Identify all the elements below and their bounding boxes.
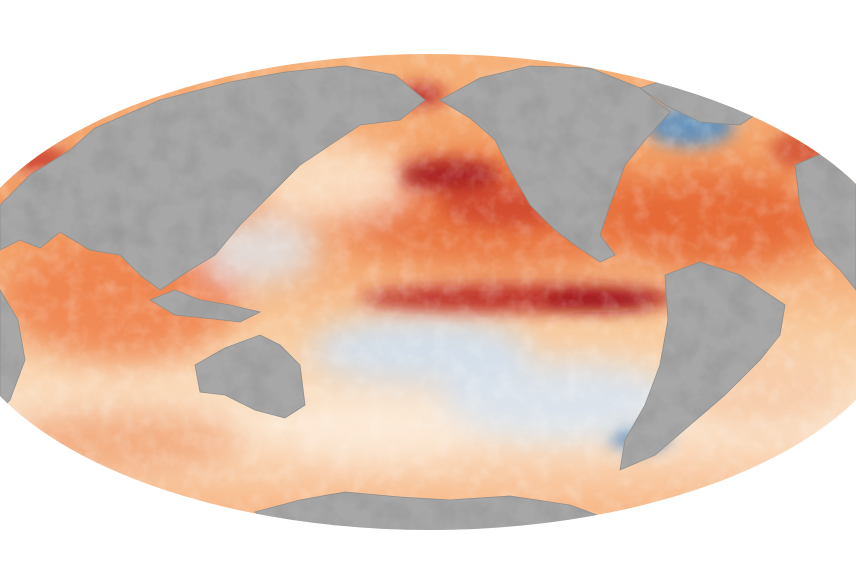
south-america <box>619 261 786 471</box>
western-africa-edge <box>0 288 26 411</box>
australia <box>194 334 306 419</box>
eurasia <box>0 65 426 291</box>
southeast-asia-islands <box>149 289 262 323</box>
globe <box>0 54 856 530</box>
north-america <box>439 65 671 263</box>
